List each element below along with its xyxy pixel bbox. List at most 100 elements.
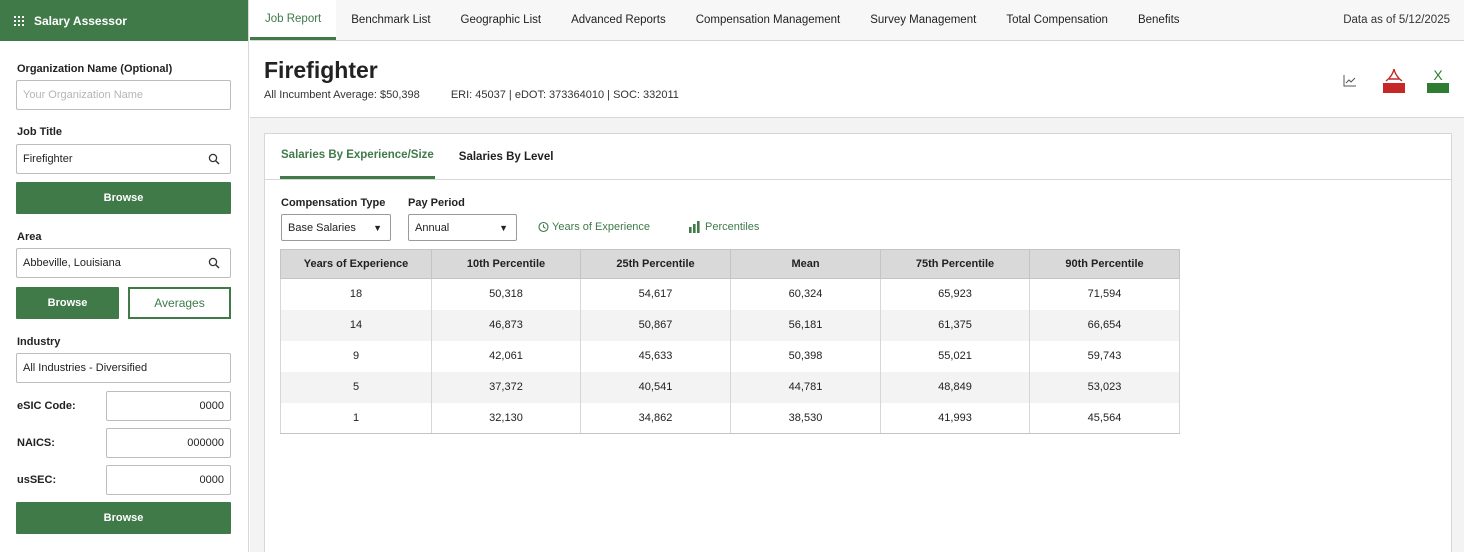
esic-input[interactable]: 0000	[106, 391, 231, 421]
area-browse-button[interactable]: Browse	[16, 287, 119, 319]
esic-label: eSIC Code:	[17, 400, 76, 412]
table-cell: 38,530	[730, 402, 881, 434]
tab-job-report[interactable]: Job Report	[250, 0, 337, 40]
compensation-type-select[interactable]: Base Salaries ▼	[281, 214, 391, 241]
table-cell: 32,130	[431, 402, 581, 434]
job-header: Firefighter All Incumbent Average: $50,3…	[250, 41, 1464, 118]
area-input[interactable]: Abbeville, Louisiana	[16, 248, 231, 278]
tab-advanced-reports[interactable]: Advanced Reports	[571, 14, 666, 26]
excel-icon[interactable]: X	[1426, 67, 1450, 95]
job-browse-button[interactable]: Browse	[16, 182, 231, 214]
apps-grid-icon	[14, 15, 24, 26]
table-cell: 5	[280, 371, 432, 403]
table-cell: 18	[280, 278, 432, 310]
table-row: 5 37,372 40,541 44,781 48,849 53,023	[280, 371, 1180, 403]
column-header[interactable]: Mean	[730, 249, 881, 279]
table-cell: 44,781	[730, 371, 881, 403]
tab-benefits[interactable]: Benefits	[1137, 14, 1180, 26]
percentiles-label: Percentiles	[705, 221, 760, 233]
pay-period-value: Annual	[415, 221, 450, 234]
tab-compensation-management[interactable]: Compensation Management	[695, 14, 841, 26]
search-icon[interactable]	[208, 257, 220, 269]
export-icons: X	[1338, 67, 1450, 95]
table-cell: 40,541	[580, 371, 731, 403]
area-value: Abbeville, Louisiana	[23, 257, 121, 269]
table-cell: 61,375	[880, 309, 1030, 341]
tab-total-compensation[interactable]: Total Compensation	[1006, 14, 1108, 26]
table-cell: 53,023	[1029, 371, 1180, 403]
tab-benchmark-list[interactable]: Benchmark List	[351, 14, 431, 26]
column-header[interactable]: 75th Percentile	[880, 249, 1030, 279]
job-title-value: Firefighter	[23, 153, 73, 165]
incumbent-average: All Incumbent Average: $50,398	[264, 89, 420, 101]
app-brand[interactable]: Salary Assessor	[0, 0, 248, 41]
percentiles-toggle[interactable]: Percentiles	[688, 221, 759, 233]
column-header[interactable]: Years of Experience	[280, 249, 432, 279]
table-cell: 34,862	[580, 402, 731, 434]
salary-table: Years of Experience 10th Percentile 25th…	[280, 249, 1180, 434]
table-header-row: Years of Experience 10th Percentile 25th…	[280, 249, 1180, 279]
pay-period-select[interactable]: Annual ▼	[408, 214, 517, 241]
history-icon	[538, 221, 549, 233]
table-cell: 60,324	[730, 278, 881, 310]
job-title-input[interactable]: Firefighter	[16, 144, 231, 174]
area-label: Area	[17, 231, 42, 243]
column-header[interactable]: 10th Percentile	[431, 249, 581, 279]
org-name-input[interactable]: Your Organization Name	[16, 80, 231, 110]
table-cell: 71,594	[1029, 278, 1180, 310]
job-codes: ERI: 45037 | eDOT: 373364010 | SOC: 3320…	[450, 89, 679, 101]
table-cell: 42,061	[431, 340, 581, 372]
table-row: 18 50,318 54,617 60,324 65,923 71,594	[280, 278, 1180, 310]
report-panel: Salaries By Experience/Size Salaries By …	[264, 133, 1452, 552]
table-cell: 56,181	[730, 309, 881, 341]
job-meta: All Incumbent Average: $50,398 ERI: 4503…	[264, 89, 679, 101]
column-header[interactable]: 90th Percentile	[1029, 249, 1180, 279]
table-cell: 54,617	[580, 278, 731, 310]
tab-survey-management[interactable]: Survey Management	[870, 14, 977, 26]
table-cell: 50,867	[580, 309, 731, 341]
search-icon[interactable]	[208, 153, 220, 165]
table-cell: 37,372	[431, 371, 581, 403]
org-name-label: Organization Name (Optional)	[17, 63, 173, 75]
tab-geographic-list[interactable]: Geographic List	[460, 14, 542, 26]
years-of-experience-toggle[interactable]: Years of Experience	[537, 221, 650, 233]
industry-browse-button[interactable]: Browse	[16, 502, 231, 534]
table-cell: 14	[280, 309, 432, 341]
ussec-input[interactable]: 0000	[106, 465, 231, 495]
compensation-type-value: Base Salaries	[288, 221, 356, 234]
caret-down-icon: ▼	[499, 223, 508, 233]
industry-label: Industry	[17, 336, 61, 348]
top-nav: Job Report Benchmark List Geographic Lis…	[250, 0, 1464, 41]
table-cell: 66,654	[1029, 309, 1180, 341]
naics-input[interactable]: 000000	[106, 428, 231, 458]
tab-salaries-by-experience[interactable]: Salaries By Experience/Size	[280, 134, 435, 179]
industry-input[interactable]: All Industries - Diversified	[16, 353, 231, 383]
table-cell: 50,318	[431, 278, 581, 310]
table-cell: 45,633	[580, 340, 731, 372]
sidebar: Salary Assessor Organization Name (Optio…	[0, 0, 249, 552]
averages-button[interactable]: Averages	[128, 287, 231, 319]
bar-chart-icon	[689, 221, 700, 233]
table-cell: 9	[280, 340, 432, 372]
caret-down-icon: ▼	[373, 223, 382, 233]
chart-icon[interactable]	[1338, 67, 1362, 95]
table-row: 1 32,130 34,862 38,530 41,993 45,564	[280, 402, 1180, 434]
report-subtabs: Salaries By Experience/Size Salaries By …	[265, 134, 1451, 180]
table-cell: 55,021	[880, 340, 1030, 372]
table-cell: 41,993	[880, 402, 1030, 434]
table-row: 9 42,061 45,633 50,398 55,021 59,743	[280, 340, 1180, 372]
industry-value: All Industries - Diversified	[23, 362, 148, 374]
naics-label: NAICS:	[17, 437, 55, 449]
pay-period-label: Pay Period	[408, 197, 465, 209]
table-cell: 45,564	[1029, 402, 1180, 434]
years-of-experience-label: Years of Experience	[552, 221, 651, 233]
data-as-of: Data as of 5/12/2025	[1343, 14, 1450, 26]
pdf-icon[interactable]	[1382, 67, 1406, 95]
table-cell: 1	[280, 402, 432, 434]
table-cell: 59,743	[1029, 340, 1180, 372]
tab-salaries-by-level[interactable]: Salaries By Level	[458, 150, 554, 163]
ussec-label: usSEC:	[17, 474, 57, 486]
page-title: Firefighter	[264, 57, 378, 83]
job-title-label: Job Title	[17, 126, 63, 138]
column-header[interactable]: 25th Percentile	[580, 249, 731, 279]
